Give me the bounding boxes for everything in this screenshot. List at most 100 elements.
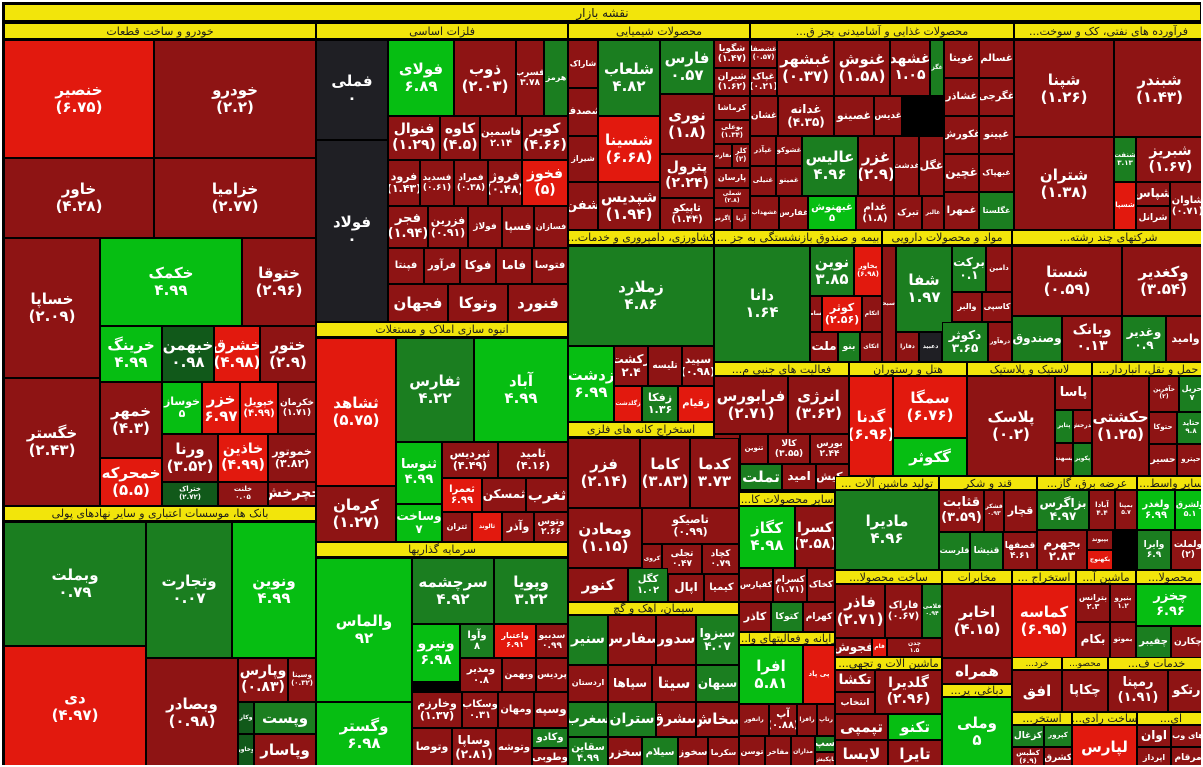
tile-فرود[interactable]: فرود(۱.۴۳) [388,160,420,206]
tile-وصندوق[interactable]: وصندوق [1012,316,1062,362]
tile-همراه[interactable]: همراه [942,658,1012,684]
tile-هرمز[interactable]: هرمز [544,40,568,116]
tile-پدرخش[interactable]: پدرخش [1073,410,1092,443]
tile-فاراک[interactable]: فاراک (۰.۶۷) [885,584,922,638]
tile-زکشت[interactable]: زکشت۲.۴ [614,346,648,386]
tile-سرچشمه[interactable]: سرچشمه ۴.۹۲ [412,558,494,624]
tile-اخابر[interactable]: اخابر (۴.۱۵) [942,584,1012,658]
tile-حکشتی[interactable]: حکشتی (۱.۲۵) [1092,376,1149,476]
tile-خچرخش[interactable]: خچرخش [268,482,316,506]
tile-تجلی[interactable]: تجلی ۰.۴۷ [662,544,702,574]
tile-فسرب[interactable]: فسرب ۳.۷۸ [516,40,544,116]
tile-فولاژ[interactable]: فولاژ [468,206,502,248]
tile-ولملت[interactable]: ولملت (۲) [1171,530,1201,570]
tile-ثشاهد[interactable]: ثشاهد (۵.۷۵) [316,338,396,486]
tile-سخاش[interactable]: سخاش [696,702,739,737]
tile-زگلدشت[interactable]: زگلدشت [614,386,642,422]
tile-اپرداز[interactable]: اپرداز [1137,747,1171,765]
tile-غویتا[interactable]: غویتا [944,40,979,78]
tile-بوعلی[interactable]: بوعلی (۱.۳۴) [714,120,750,144]
tile-فروژ[interactable]: فروژ(۰.۴۸) [488,160,522,206]
tile-وسینا[interactable]: وسینا (۰.۳۲) [288,658,316,702]
tile-بجهرم[interactable]: بجهرم ۲.۸۳ [1037,530,1087,570]
tile-غگرجی[interactable]: غگرجی [979,78,1014,116]
tile-تپمپی[interactable]: تپمپی [835,714,888,740]
tile-سیلام[interactable]: سیلام [642,737,678,765]
tile-تملت[interactable]: تملت [740,464,782,490]
tile-زاگرس[interactable]: زاگرس [714,208,732,230]
tile-شتران[interactable]: شتران (۱.۳۸) [1014,137,1114,230]
tile-خکرمان[interactable]: خکرمان (۱.۷۱) [278,382,316,434]
tile-سدبیو[interactable]: سدبیو ۰.۹۹ [536,624,568,658]
tile-غشان[interactable]: غشان [750,96,778,136]
tile-پترول[interactable]: پترول (۲.۲۴) [660,154,714,198]
tile-سقاین[interactable]: سقاین ۴.۹۹ [568,737,608,765]
tile-وطوبی[interactable]: وطوبی [532,748,568,765]
tile-شاوان[interactable]: شاوان (۰.۷۱) [1170,182,1201,230]
tile-وبانک[interactable]: وبانک ۰.۱۳ [1062,316,1122,362]
tile-کپرور[interactable]: کپرور [1044,725,1072,747]
tile-کرمان[interactable]: کرمان (۱.۲۷) [316,486,396,542]
tile-حریل[interactable]: حریل ۷ [1179,376,1201,412]
tile-شیراز[interactable]: شیراز [568,136,598,182]
tile-وتوشه[interactable]: وتوشه [496,728,532,765]
tile-غمینو[interactable]: غمینو [776,166,802,196]
tile-سخوز[interactable]: سخوز [678,737,708,765]
tile-غگلستا[interactable]: غگلستا [979,192,1014,230]
tile-ستران[interactable]: ستران [608,702,656,737]
tile-وآذر[interactable]: وآذر [502,512,534,542]
tile-ثفارس[interactable]: ثفارس ۴.۲۲ [396,338,474,442]
tile-های وب[interactable]: های وب [1171,725,1201,747]
tile-وتوصا[interactable]: وتوصا [412,728,452,765]
tile-کخاک[interactable]: کخاک [807,568,835,602]
tile-وکار[interactable]: وکار [238,702,254,734]
tile-عالیس[interactable]: عالیس ۴.۹۶ [802,136,858,196]
tile-غدام[interactable]: غدام (۱.۸) [856,196,894,230]
tile-سپ[interactable]: سپ [815,736,835,752]
tile-کنور[interactable]: کنور [568,568,628,602]
tile-غشوکو[interactable]: غشوکو [776,136,802,166]
tile-دامین[interactable]: دامین [986,246,1012,292]
tile-رتاپ[interactable]: رتاپ [817,704,835,736]
tile-ومهان[interactable]: ومهان [498,692,534,728]
tile-غدشت[interactable]: غدشت [894,136,919,196]
tile-حآفرین[interactable]: حآفرین (۲) [1149,376,1179,412]
tile-بپیوند[interactable]: بپیوند [1087,530,1113,550]
tile-چدن[interactable]: چدن ۱.۵ [887,638,942,657]
tile-فجوش[interactable]: فجوش [835,638,872,657]
tile-کاسپی[interactable]: کاسپی [982,292,1012,322]
tile-بموتو[interactable]: بموتو [1110,622,1136,658]
tile-مفاخر[interactable]: مفاخر [765,736,791,765]
tile-وتوکا[interactable]: وتوکا [448,284,508,322]
tile-خرینگ[interactable]: خرینگ ۴.۹۹ [100,326,162,382]
tile-ولشرق[interactable]: ولشرق ۵.۱ [1175,490,1201,530]
tile-خگستر[interactable]: خگستر (۲.۴۳) [4,378,100,506]
tile-کشرق[interactable]: کشرق [1044,747,1072,765]
tile-وتجارت[interactable]: وتجارت ۰.۰۷ [146,522,232,658]
tile-وتوس[interactable]: وتوس ۲.۶۶ [534,512,568,542]
tile-بزاگرس[interactable]: بزاگرس ۴.۹۷ [1037,490,1089,530]
tile-سپاها[interactable]: سپاها [608,665,652,702]
tile-فسپا[interactable]: فسپا [502,206,534,248]
tile-آریا[interactable]: آریا [732,208,750,230]
tile-فجر[interactable]: فجر (۱.۹۴) [388,206,428,248]
tile-فوکا[interactable]: فوکا [460,248,496,284]
tile-ثمسکن[interactable]: ثمسکن [482,478,526,512]
tile-دعبید[interactable]: دعبید [919,332,942,362]
tile-کاما[interactable]: کاما (۳.۸۳) [640,438,690,508]
tile-غگز[interactable]: غگز [930,40,944,96]
tile-آبادا[interactable]: آبادا ۴.۴ [1089,490,1115,530]
tile-کوثر[interactable]: کوثر (۲.۵۶) [822,296,862,332]
tile-سبزوا[interactable]: سبزوا ۴.۰۷ [696,615,739,665]
tile-افق[interactable]: افق [1012,670,1062,712]
tile-شفا[interactable]: شفا ۱.۹۷ [896,246,952,332]
tile-وکادو[interactable]: وکادو [532,728,568,748]
tile-فلامی[interactable]: فلامی ۰.۹۴ [922,584,942,638]
tile-شبریز[interactable]: شبریز (۱.۶۷) [1136,137,1201,182]
tile-غچین[interactable]: غچین [944,154,979,192]
tile-وساپا[interactable]: وساپا (۲.۸۱) [452,728,496,765]
tile-ثغرب[interactable]: ثغرب [526,478,568,512]
tile-خاذین[interactable]: خاذین (۴.۹۹) [218,434,268,482]
tile-خزامیا[interactable]: خزامیا (۲.۷۷) [154,158,316,238]
tile-فملی[interactable]: فملی ۰ [316,40,388,140]
